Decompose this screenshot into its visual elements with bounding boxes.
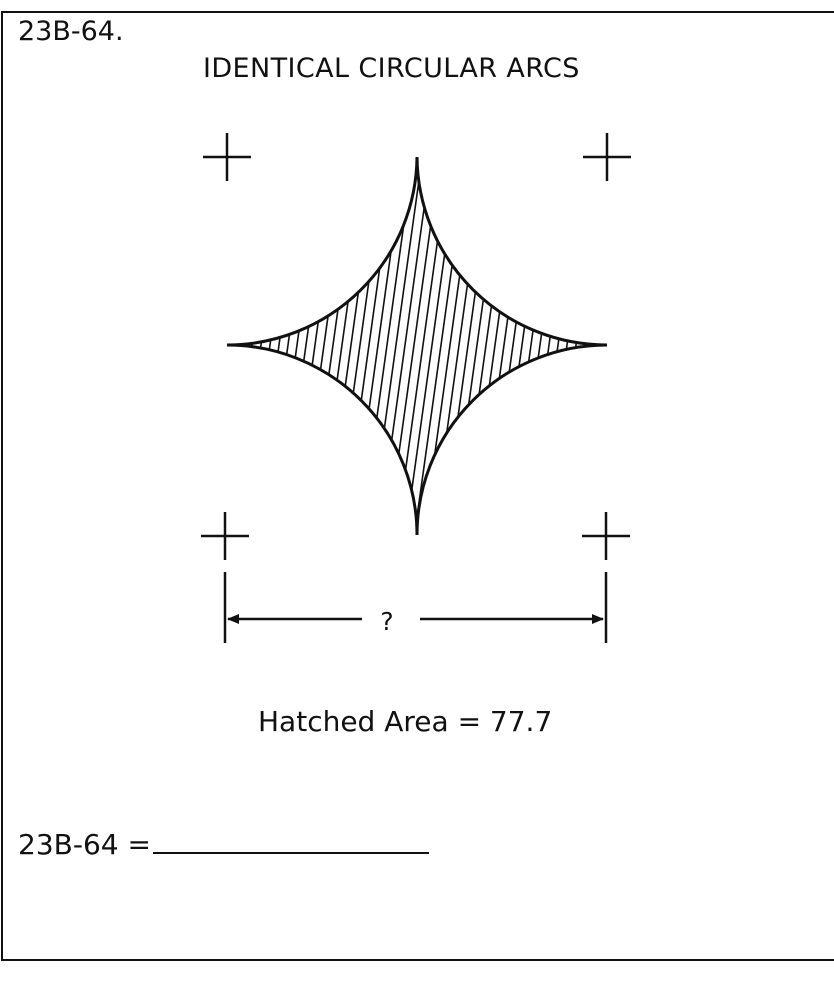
hatched-area-given: Hatched Area = 77.7 — [258, 705, 553, 738]
hatch-line — [266, 157, 328, 535]
dimension-label: ? — [380, 607, 393, 636]
hatch-line — [150, 130, 210, 560]
hatch-line — [699, 130, 759, 560]
hatch-line — [672, 130, 732, 560]
hatch-line — [518, 157, 580, 535]
hatch-line — [365, 157, 427, 535]
hatch-line — [618, 130, 678, 560]
hatch-line — [681, 130, 741, 560]
answer-row: 23B-64 = — [18, 822, 429, 864]
hatch-line — [636, 130, 696, 560]
corner-mark-top-left — [203, 133, 251, 181]
hatch-line — [392, 157, 454, 535]
hatch-line — [311, 157, 373, 535]
problem-frame — [1, 11, 834, 961]
hatch-line — [464, 157, 526, 535]
hatch-line — [663, 130, 723, 560]
hatch-line — [284, 157, 346, 535]
hatch-line — [627, 130, 687, 560]
hatch-line — [248, 157, 310, 535]
answer-blank[interactable] — [152, 822, 429, 854]
hatch-line — [455, 157, 517, 535]
hatch-line — [527, 157, 589, 535]
hatch-line — [275, 157, 337, 535]
hatch-line — [690, 130, 750, 560]
star-outline — [226, 156, 608, 536]
hatch-line — [419, 157, 481, 535]
hatch-line — [338, 157, 400, 535]
hatch-line — [401, 157, 463, 535]
problem-number: 23B-64. — [18, 16, 124, 47]
hatch-line — [500, 157, 562, 535]
hatch-line — [491, 157, 553, 535]
hatch-line — [227, 157, 229, 535]
hatch-line — [356, 157, 418, 535]
hatch-line — [347, 157, 409, 535]
hatch-line — [473, 157, 535, 535]
hatch-line — [302, 157, 364, 535]
hatch-line — [437, 157, 499, 535]
problem-title: IDENTICAL CIRCULAR ARCS — [203, 53, 580, 84]
corner-mark-bottom-right — [582, 512, 630, 560]
answer-label: 23B-64 = — [18, 828, 151, 861]
hatch-line — [159, 130, 219, 560]
hatch-line — [482, 157, 544, 535]
corner-mark-top-right — [583, 133, 631, 181]
corner-mark-bottom-left — [201, 512, 249, 560]
hatch-line — [257, 157, 319, 535]
hatch-line — [654, 130, 714, 560]
hatch-line — [599, 157, 607, 535]
hatch-line — [609, 130, 669, 560]
hatch-line — [645, 130, 705, 560]
hatch-line — [293, 157, 355, 535]
hatch-line — [509, 157, 571, 535]
hatch-line — [320, 157, 382, 535]
hatch-line — [446, 157, 508, 535]
hatch-line — [329, 157, 391, 535]
hatch-line — [374, 157, 436, 535]
hatch-line — [428, 157, 490, 535]
